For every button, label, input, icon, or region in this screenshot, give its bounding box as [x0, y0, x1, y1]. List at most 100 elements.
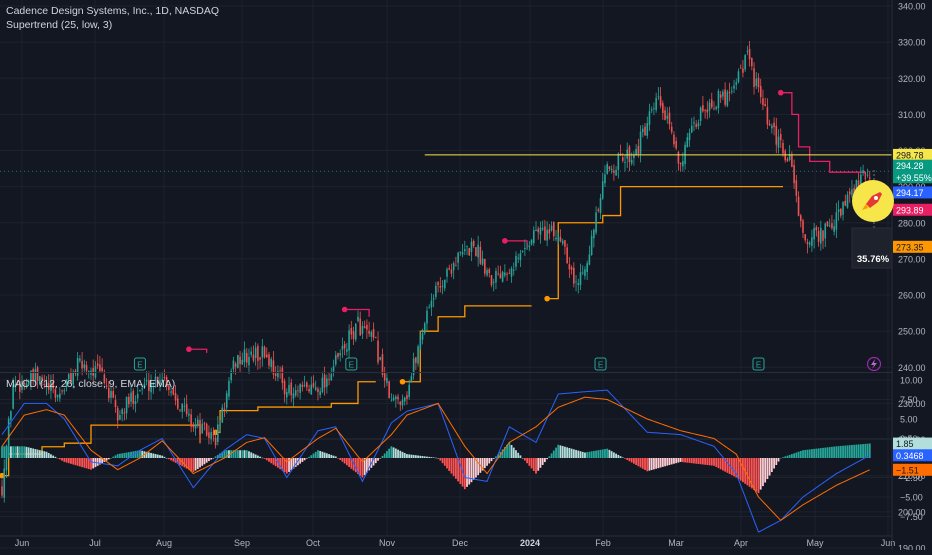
macd-histogram-bar: [657, 458, 660, 469]
macd-histogram-bar: [857, 444, 860, 458]
candle-body: [762, 98, 764, 106]
supertrend-legend[interactable]: Supertrend (25, low, 3): [6, 19, 113, 31]
candle-body: [14, 383, 17, 388]
candle-body: [130, 392, 132, 402]
candle-body: [753, 68, 755, 88]
macd-histogram-bar: [770, 458, 773, 473]
candle-body: [472, 240, 475, 247]
macd-histogram-bar: [154, 454, 157, 458]
candle-body: [710, 99, 713, 108]
candle-body: [668, 112, 671, 125]
time-tick-label: Nov: [379, 538, 396, 548]
candle-body: [36, 367, 39, 382]
candle-body: [501, 271, 504, 282]
candle-body: [628, 146, 631, 163]
candle-body: [277, 371, 279, 378]
candle-body: [735, 82, 738, 85]
candle-body: [205, 423, 208, 436]
macd-legend[interactable]: MACD (12, 26, close, 9, EMA, EMA): [6, 378, 176, 390]
macd-histogram-bar: [341, 458, 344, 462]
macd-histogram-bar: [804, 449, 807, 458]
macd-histogram-bar: [63, 458, 66, 462]
candle-body: [257, 345, 259, 361]
macd-histogram-bar: [626, 458, 629, 460]
lightning-icon[interactable]: [866, 356, 882, 372]
macd-histogram-bar: [379, 458, 382, 459]
macd-histogram-bar: [759, 458, 762, 490]
macd-histogram-bar: [815, 448, 818, 458]
macd-histogram-bar: [443, 458, 446, 466]
macd-histogram-bar: [23, 446, 26, 458]
macd-histogram-bar: [330, 454, 333, 458]
macd-histogram-bar: [272, 458, 275, 465]
symbol-title[interactable]: Cadence Design Systems, Inc., 1D, NASDAQ: [6, 5, 219, 17]
candle-body: [637, 145, 640, 154]
macd-histogram-bar: [54, 456, 57, 458]
macd-histogram-bar: [848, 445, 851, 458]
price-tick-label: 240.00: [898, 363, 926, 373]
macd-histogram-bar: [67, 458, 70, 464]
candle-body: [339, 353, 341, 356]
macd-histogram-bar: [203, 458, 206, 465]
supertrend-down: [780, 92, 866, 180]
candle-body: [831, 223, 833, 229]
candle-body: [664, 110, 666, 120]
candle-body: [484, 258, 486, 274]
macd-histogram-bar: [842, 445, 844, 458]
supertrend-down: [188, 348, 208, 353]
candle-body: [435, 285, 437, 297]
macd-histogram-bar: [390, 446, 393, 458]
price-badge: [893, 148, 932, 161]
rocket-icon[interactable]: [852, 180, 894, 222]
macd-histogram-bar: [339, 458, 342, 460]
macd-histogram-bar: [25, 446, 28, 458]
macd-badge: [893, 437, 932, 450]
candle-body: [208, 432, 210, 438]
macd-histogram-bar: [486, 458, 488, 466]
macd-histogram-bar: [61, 458, 63, 461]
candle-body: [644, 126, 646, 136]
candle-body: [10, 411, 12, 420]
candle-body: [526, 248, 528, 250]
earnings-marker-label: E: [756, 361, 761, 370]
candle-body: [464, 249, 466, 252]
candle-body: [410, 376, 413, 382]
macd-histogram-bar: [3, 446, 6, 458]
candle-body: [301, 384, 304, 387]
macd-histogram-bar: [188, 458, 190, 470]
macd-histogram-bar: [592, 450, 595, 458]
macd-histogram-bar: [673, 458, 675, 464]
macd-histogram-bar: [497, 454, 500, 458]
price-badge-text: 298.78: [896, 150, 924, 160]
macd-histogram-bar: [83, 458, 86, 468]
macd-histogram-bar: [45, 451, 48, 458]
macd-histogram-bar: [508, 442, 511, 458]
macd-histogram-bar: [755, 458, 758, 492]
macd-tick-label: −2.50: [900, 473, 923, 483]
candle-body: [682, 161, 684, 167]
candle-body: [412, 358, 415, 376]
macd-histogram-bar: [281, 458, 284, 471]
candle-body: [170, 391, 172, 393]
candle-body: [292, 393, 295, 399]
candle-body: [379, 357, 382, 360]
macd-histogram-bar: [584, 452, 586, 458]
macd-histogram-bar: [270, 458, 273, 464]
candle-body: [188, 413, 190, 416]
macd-histogram-bar: [746, 458, 749, 486]
measure-box[interactable]: [851, 227, 893, 269]
candle-body: [110, 391, 112, 398]
candle-body: [70, 371, 72, 384]
candle-body: [768, 124, 771, 126]
candle-body: [553, 222, 555, 237]
price-tick-label: 250.00: [898, 327, 926, 337]
candle-body: [30, 370, 32, 381]
macd-histogram-bar: [70, 458, 72, 464]
candle-body: [771, 125, 773, 129]
supertrend-down-dot: [777, 89, 784, 96]
macd-histogram-bar: [548, 456, 551, 458]
candle-body: [677, 151, 680, 164]
macd-histogram-bar: [150, 452, 152, 458]
macd-histogram-bar: [588, 451, 591, 458]
